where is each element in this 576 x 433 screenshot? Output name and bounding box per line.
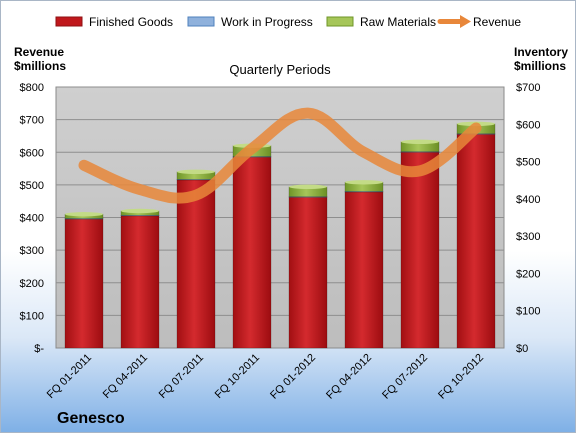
left-tick-label: $100 — [20, 310, 44, 322]
bar-finished-goods — [232, 156, 272, 349]
bar-top-cap — [344, 180, 384, 185]
legend-item-revenue: Revenue — [437, 15, 521, 29]
left-tick-label: $700 — [20, 115, 44, 127]
company-name: Genesco — [57, 410, 125, 427]
x-tick-label: FQ 07-2012 — [380, 352, 430, 402]
chart-title: Quarterly Periods — [229, 62, 331, 77]
left-axis-ticks: $- $100 $200 $300 $400 $500 $600 $700 $800 — [20, 82, 45, 355]
legend-label: Raw Materials — [360, 15, 436, 29]
legend-label: Revenue — [473, 15, 521, 29]
bar-finished-goods — [400, 151, 440, 349]
left-axis-title-line2: $millions — [14, 59, 66, 73]
right-tick-label: $400 — [516, 194, 540, 206]
legend-item-raw-materials: Raw Materials — [326, 15, 436, 29]
bar-top-cap — [120, 208, 160, 214]
left-axis-title-line1: Revenue — [14, 45, 64, 59]
bar-finished-goods — [120, 215, 160, 349]
bar-finished-goods — [176, 179, 216, 349]
revenue-line — [78, 107, 482, 204]
left-tick-label: $600 — [20, 147, 44, 159]
legend-item-finished-goods: Finished Goods — [55, 15, 173, 29]
x-tick-label: FQ 04-2012 — [324, 352, 374, 402]
legend-swatch — [326, 16, 354, 27]
x-axis-ticks: FQ 01-2011 FQ 04-2011 FQ 07-2011 FQ 10-2011… — [45, 352, 486, 402]
x-tick-label: FQ 01-2011 — [45, 352, 94, 401]
x-tick-label: FQ 04-2011 — [101, 352, 150, 401]
right-tick-label: $100 — [516, 306, 540, 318]
bar-top-cap — [64, 212, 104, 217]
left-tick-label: $800 — [20, 82, 44, 94]
legend-arrow — [460, 15, 471, 28]
left-tick-label: $400 — [20, 213, 44, 225]
bar-top-cap — [288, 184, 328, 190]
bar-finished-goods — [456, 134, 496, 349]
x-tick-label: FQ 01-2012 — [268, 352, 318, 402]
x-tick-label: FQ 10-2012 — [436, 352, 486, 402]
right-tick-label: $700 — [516, 82, 540, 94]
bar-top-cap — [176, 169, 216, 175]
bar-group — [64, 121, 496, 349]
x-tick-label: FQ 10-2011 — [213, 352, 262, 401]
legend-item-work-in-progress: Work in Progress — [187, 15, 313, 29]
right-axis-title-line2: $millions — [514, 59, 566, 73]
left-tick-label: $500 — [20, 180, 44, 192]
right-tick-label: $300 — [516, 231, 540, 243]
right-tick-label: $200 — [516, 268, 540, 280]
legend-swatch — [187, 16, 215, 27]
bar-top-cap — [400, 139, 440, 145]
bar-finished-goods — [64, 218, 104, 349]
legend-swatch — [55, 16, 83, 27]
left-tick-label: $200 — [20, 278, 44, 290]
legend-label: Work in Progress — [221, 15, 313, 29]
right-tick-label: $500 — [516, 157, 540, 169]
legend: Finished Goods Work in Progress Raw Materi… — [55, 15, 521, 29]
right-axis-ticks: $0 $100 $200 $300 $400 $500 $600 $700 — [516, 82, 540, 355]
bar-finished-goods — [344, 191, 384, 349]
right-axis-title-line1: Inventory — [514, 45, 568, 59]
right-tick-label: $600 — [516, 119, 540, 131]
right-tick-label: $0 — [516, 343, 528, 355]
x-tick-label: FQ 07-2011 — [157, 352, 206, 401]
bar-finished-goods — [288, 196, 328, 349]
revenue-line-layer — [78, 107, 482, 204]
left-tick-label: $- — [34, 343, 44, 355]
left-tick-label: $300 — [20, 245, 44, 257]
legend-label: Finished Goods — [89, 15, 173, 29]
